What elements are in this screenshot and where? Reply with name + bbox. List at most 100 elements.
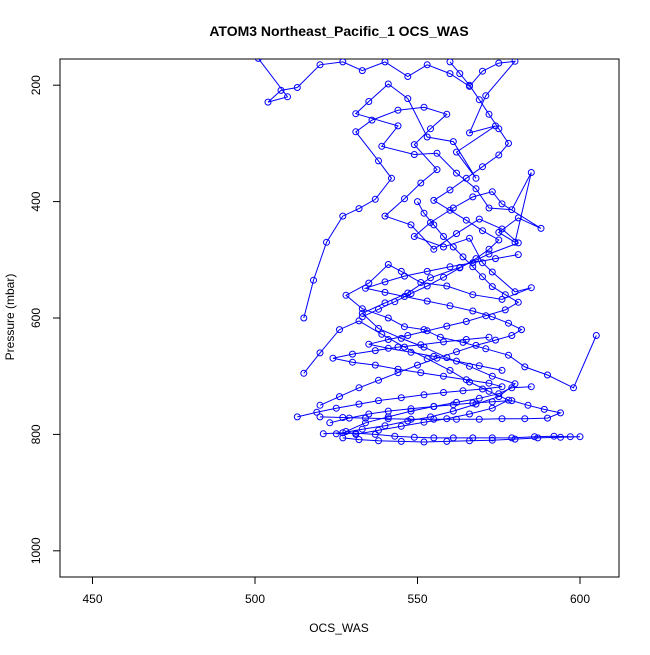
data-point [319, 430, 327, 438]
data-point [508, 384, 516, 392]
data-point [469, 263, 477, 271]
data-point [365, 98, 373, 105]
data-point [430, 196, 438, 204]
data-point [407, 348, 415, 356]
data-point [485, 204, 493, 212]
x-tick-label: 450 [82, 592, 102, 606]
data-point [485, 245, 493, 253]
data-point [420, 103, 428, 111]
data-point [466, 437, 473, 445]
data-point [514, 214, 522, 222]
data-point [440, 389, 447, 396]
data-point [495, 390, 503, 398]
data-point [342, 291, 350, 299]
data-point [401, 293, 408, 300]
data-point [462, 318, 470, 325]
data-point [384, 336, 392, 343]
data-point [472, 341, 480, 349]
series-9 [358, 59, 512, 321]
data-point [449, 243, 457, 251]
data-point [365, 279, 373, 287]
data-point [505, 396, 512, 404]
y-tick-label: 600 [29, 308, 43, 328]
data-point [394, 122, 402, 130]
data-point [443, 415, 451, 423]
data-point [293, 84, 301, 91]
data-point [397, 437, 405, 445]
data-point [358, 313, 366, 321]
data-point [358, 305, 366, 313]
data-point [479, 385, 486, 393]
data-point [384, 261, 392, 268]
data-point [371, 347, 379, 355]
data-point [495, 151, 503, 159]
data-point [550, 432, 558, 440]
data-point [527, 383, 535, 391]
data-point [557, 433, 564, 441]
data-point [394, 369, 402, 377]
data-point [466, 410, 473, 418]
data-point [453, 415, 460, 423]
data-point [284, 93, 291, 101]
data-point [479, 163, 486, 171]
data-point [472, 185, 480, 193]
data-point [498, 366, 506, 374]
data-point [345, 414, 353, 422]
data-point [456, 70, 464, 78]
data-point [375, 397, 382, 405]
data-point [339, 414, 347, 421]
data-point [469, 291, 477, 299]
data-point [417, 341, 425, 349]
data-point [485, 379, 493, 387]
data-point [501, 291, 509, 299]
data-point [488, 188, 496, 196]
data-point [498, 415, 506, 423]
data-point [355, 400, 363, 408]
data-point [498, 383, 506, 391]
data-point [384, 344, 392, 352]
data-point [414, 361, 421, 369]
x-axis: 450 500 550 600 [82, 577, 590, 606]
plot-area [254, 59, 600, 446]
data-point [300, 369, 308, 377]
data-point [440, 372, 447, 380]
data-point [488, 283, 496, 291]
data-point [381, 59, 389, 66]
data-point [462, 376, 470, 384]
data-point [371, 361, 379, 369]
data-point [498, 295, 506, 303]
data-point [479, 67, 486, 75]
data-point [423, 297, 431, 305]
data-point [433, 166, 441, 174]
data-point [475, 415, 483, 423]
data-point [508, 332, 516, 339]
data-point [407, 290, 415, 298]
x-tick-label: 500 [245, 592, 265, 606]
data-point [485, 250, 493, 258]
data-point [326, 419, 334, 427]
data-point [378, 142, 386, 150]
data-point [316, 401, 324, 409]
data-point [391, 298, 399, 306]
data-point [384, 314, 392, 322]
data-point [459, 253, 467, 261]
data-point [521, 363, 529, 371]
data-point [358, 425, 366, 433]
data-point [355, 436, 363, 444]
data-point [492, 255, 499, 263]
data-point [570, 384, 577, 392]
data-point [446, 263, 454, 271]
series-1 [254, 59, 600, 392]
data-point [472, 255, 480, 263]
data-point [505, 351, 512, 359]
plot-frame [59, 58, 620, 578]
data-point [355, 205, 363, 213]
data-point [316, 349, 324, 357]
data-point [488, 372, 496, 380]
series-8 [365, 198, 522, 374]
data-point [488, 436, 496, 444]
data-point [349, 350, 356, 358]
data-point [453, 230, 460, 238]
data-point [423, 267, 431, 275]
data-point [430, 221, 438, 229]
